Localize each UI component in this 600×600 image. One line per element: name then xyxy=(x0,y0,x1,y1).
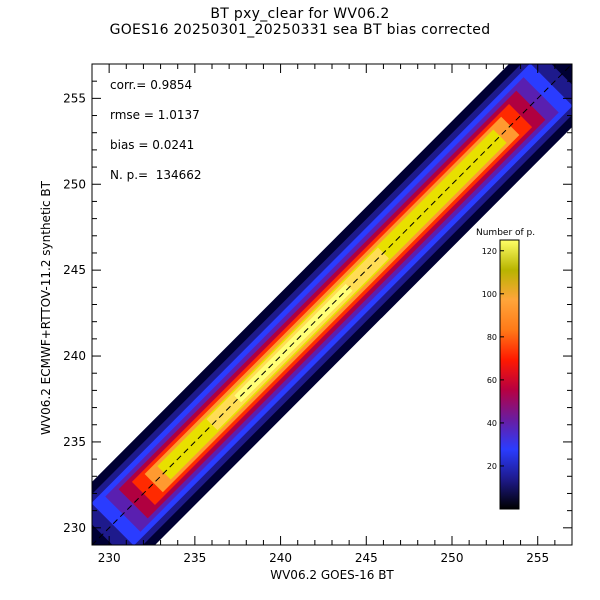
colorbar-tick-label: 20 xyxy=(487,462,497,471)
colorbar-tick-label: 40 xyxy=(487,419,497,428)
stat-rmse: rmse = 1.0137 xyxy=(110,108,200,122)
stat-corr: corr.= 0.9854 xyxy=(110,78,192,92)
y-axis-label: WV06.2 ECMWF+RTTOV-11.2 synthetic BT xyxy=(39,181,53,435)
x-tick-label: 245 xyxy=(355,551,378,565)
chart-subtitle: GOES16 20250301_20250331 sea BT bias cor… xyxy=(109,22,491,38)
stat-rmse-label: rmse = xyxy=(110,108,154,122)
stat-npoints-value: 134662 xyxy=(155,168,202,182)
colorbar xyxy=(499,239,520,510)
chart-title: BT pxy_clear for WV06.2 xyxy=(210,6,390,22)
y-tick-label: 240 xyxy=(63,349,86,363)
x-tick-label: 240 xyxy=(269,551,292,565)
stat-npoints: N. p.= 134662 xyxy=(110,168,202,182)
reference-line xyxy=(92,64,572,545)
x-tick-label: 255 xyxy=(526,551,549,565)
x-tick-label: 235 xyxy=(183,551,206,565)
y-tick-label: 250 xyxy=(63,177,86,191)
y-tick-label: 235 xyxy=(63,435,86,449)
stat-corr-value: 0.9854 xyxy=(150,78,193,92)
stat-bias-label: bias = xyxy=(110,138,149,152)
y-tick-label: 255 xyxy=(63,91,86,105)
colorbar-tick-label: 60 xyxy=(487,376,497,385)
stat-bias-value: 0.0241 xyxy=(152,138,195,152)
x-tick-label: 250 xyxy=(441,551,464,565)
stat-npoints-label: N. p.= xyxy=(110,168,149,182)
stat-bias: bias = 0.0241 xyxy=(110,138,194,152)
colorbar-tick-label: 100 xyxy=(482,290,497,299)
colorbar-tick-label: 120 xyxy=(482,247,497,256)
colorbar-tick-label: 80 xyxy=(487,333,497,342)
stat-rmse-value: 1.0137 xyxy=(157,108,200,122)
colorbar-title: Number of p. xyxy=(476,228,536,238)
y-tick-label: 230 xyxy=(63,521,86,535)
stat-corr-label: corr.= xyxy=(110,78,147,92)
x-tick-label: 230 xyxy=(98,551,121,565)
y-tick-label: 245 xyxy=(63,263,86,277)
x-axis-label: WV06.2 GOES-16 BT xyxy=(270,568,394,582)
